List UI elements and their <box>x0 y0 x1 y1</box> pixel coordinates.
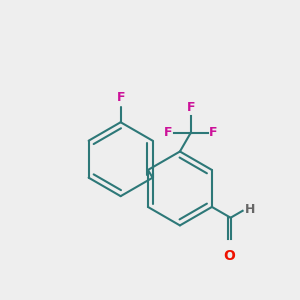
Text: F: F <box>164 126 172 139</box>
Text: F: F <box>116 91 125 104</box>
Text: O: O <box>224 248 236 262</box>
Text: H: H <box>245 203 255 216</box>
Text: F: F <box>187 101 195 114</box>
Text: F: F <box>209 126 218 139</box>
